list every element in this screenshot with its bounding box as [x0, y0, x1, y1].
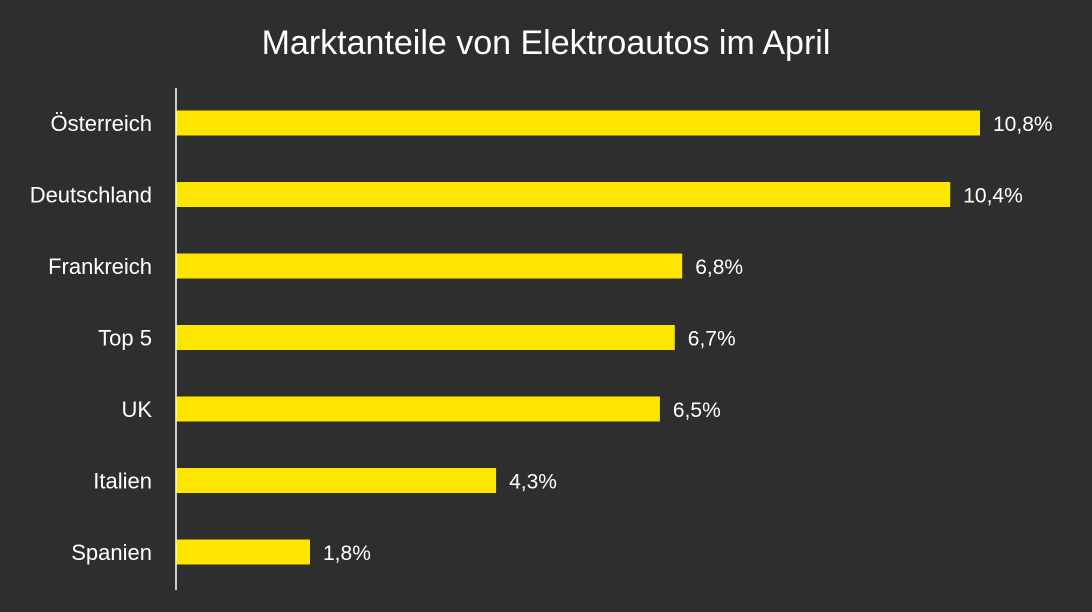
category-label-italien: Italien — [93, 469, 152, 494]
bar-spanien — [176, 539, 310, 565]
value-label-italien: 4,3% — [509, 471, 557, 494]
chart-title: Marktanteile von Elektroautos im April — [262, 24, 831, 62]
category-label-top-5: Top 5 — [98, 326, 152, 351]
bars-layer: Österreich 10,8% Deutschland 10,4% Frankreic… — [30, 110, 1053, 565]
bar-top-5 — [176, 325, 675, 350]
category-label-deutschland: Deutschland — [30, 183, 152, 208]
value-label-uk: 6,5% — [673, 399, 721, 422]
category-label-oesterreich: Österreich — [51, 111, 152, 136]
value-label-frankreich: 6,8% — [695, 256, 743, 279]
bar-italien — [176, 468, 497, 493]
bar-oesterreich — [176, 110, 980, 136]
category-label-spanien: Spanien — [71, 540, 152, 565]
value-label-deutschland: 10,4% — [963, 185, 1023, 208]
category-label-uk: UK — [121, 397, 152, 422]
value-label-spanien: 1,8% — [323, 542, 371, 565]
bar-deutschland — [176, 182, 951, 207]
bar-uk — [176, 396, 660, 422]
category-label-frankreich: Frankreich — [48, 254, 152, 279]
value-label-top-5: 6,7% — [688, 328, 736, 351]
bar-frankreich — [176, 253, 683, 279]
value-label-oesterreich: 10,8% — [993, 113, 1053, 136]
